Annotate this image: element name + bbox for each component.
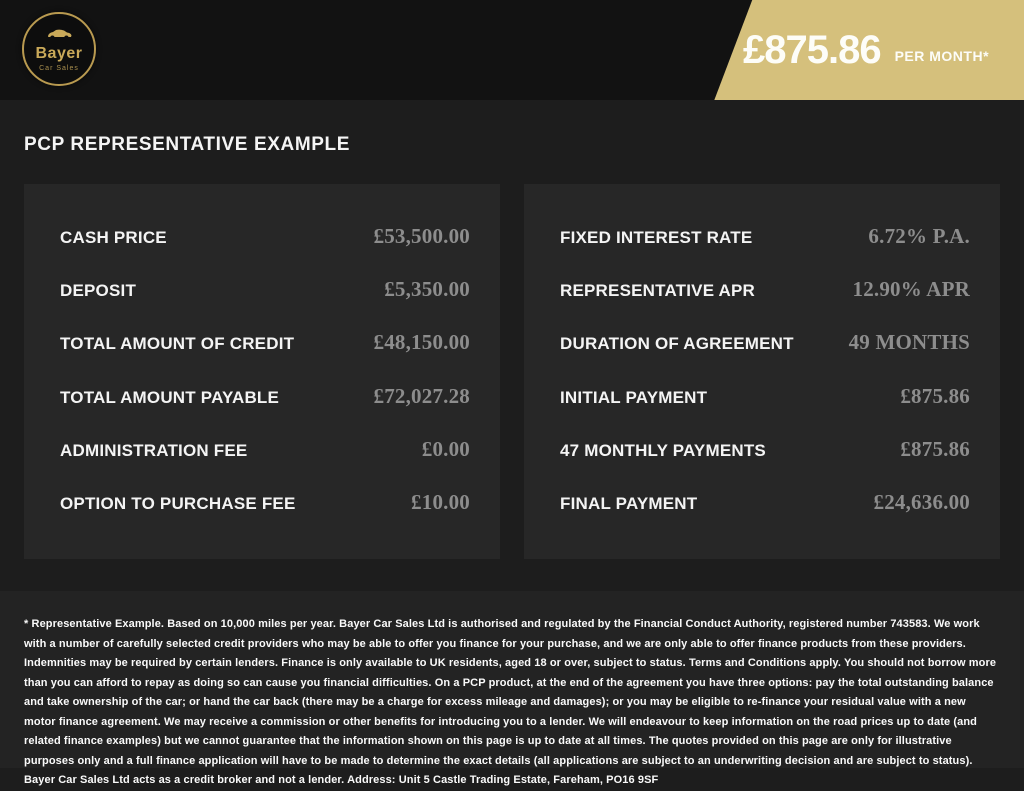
finance-panels: CASH PRICE £53,500.00 DEPOSIT £5,350.00 … bbox=[24, 184, 1000, 559]
main-content: PCP REPRESENTATIVE EXAMPLE CASH PRICE £5… bbox=[0, 134, 1024, 559]
table-row: OPTION TO PURCHASE FEE £10.00 bbox=[60, 490, 470, 515]
row-value: £48,150.00 bbox=[373, 330, 470, 355]
table-row: INITIAL PAYMENT £875.86 bbox=[560, 384, 970, 409]
monthly-price-period: PER MONTH* bbox=[894, 48, 990, 64]
row-label: REPRESENTATIVE APR bbox=[560, 281, 756, 301]
table-row: TOTAL AMOUNT PAYABLE £72,027.28 bbox=[60, 384, 470, 409]
table-row: CASH PRICE £53,500.00 bbox=[60, 224, 470, 249]
row-value: £875.86 bbox=[900, 436, 970, 461]
row-label: TOTAL AMOUNT PAYABLE bbox=[60, 387, 280, 407]
table-row: ADMINISTRATION FEE £0.00 bbox=[60, 437, 470, 462]
row-label: FINAL PAYMENT bbox=[560, 493, 698, 513]
row-label: DURATION OF AGREEMENT bbox=[560, 334, 794, 354]
row-label: FIXED INTEREST RATE bbox=[560, 228, 753, 248]
finance-panel-left: CASH PRICE £53,500.00 DEPOSIT £5,350.00 … bbox=[24, 184, 500, 559]
logo-brand-text: Bayer bbox=[35, 44, 83, 62]
table-row: DEPOSIT £5,350.00 bbox=[60, 277, 470, 302]
table-row: 47 MONTHLY PAYMENTS £875.86 bbox=[560, 437, 970, 462]
car-icon bbox=[44, 27, 74, 45]
page-title: PCP REPRESENTATIVE EXAMPLE bbox=[24, 134, 350, 155]
dealer-logo[interactable]: Bayer Car Sales bbox=[22, 12, 96, 86]
monthly-price-banner: £875.86 PER MONTH* bbox=[714, 0, 1024, 100]
table-row: FINAL PAYMENT £24,636.00 bbox=[560, 490, 970, 515]
row-value: £0.00 bbox=[421, 436, 470, 461]
row-value: £72,027.28 bbox=[373, 383, 470, 408]
finance-panel-right: FIXED INTEREST RATE 6.72% P.A. REPRESENT… bbox=[524, 184, 1000, 559]
logo-tagline-text: Car Sales bbox=[39, 64, 79, 72]
header-bar: Bayer Car Sales £875.86 PER MONTH* bbox=[0, 0, 1024, 100]
footer-disclaimer-section: * Representative Example. Based on 10,00… bbox=[0, 591, 1024, 786]
row-label: CASH PRICE bbox=[60, 228, 167, 248]
row-label: OPTION TO PURCHASE FEE bbox=[60, 493, 296, 513]
row-value: £10.00 bbox=[411, 489, 470, 514]
row-label: INITIAL PAYMENT bbox=[560, 387, 708, 407]
table-row: TOTAL AMOUNT OF CREDIT £48,150.00 bbox=[60, 330, 470, 355]
row-value: 12.90% APR bbox=[852, 277, 970, 302]
row-value: 6.72% P.A. bbox=[868, 224, 970, 249]
disclaimer-text: * Representative Example. Based on 10,00… bbox=[24, 618, 997, 786]
row-label: 47 MONTHLY PAYMENTS bbox=[560, 440, 766, 460]
row-value: £53,500.00 bbox=[373, 224, 470, 249]
table-row: FIXED INTEREST RATE 6.72% P.A. bbox=[560, 224, 970, 249]
row-label: DEPOSIT bbox=[60, 281, 137, 301]
row-label: ADMINISTRATION FEE bbox=[60, 440, 248, 460]
row-value: £5,350.00 bbox=[384, 277, 470, 302]
row-value: £24,636.00 bbox=[873, 489, 970, 514]
monthly-price-amount: £875.86 bbox=[742, 27, 882, 72]
table-row: REPRESENTATIVE APR 12.90% APR bbox=[560, 277, 970, 302]
row-value: £875.86 bbox=[900, 383, 970, 408]
row-value: 49 MONTHS bbox=[848, 330, 970, 355]
table-row: DURATION OF AGREEMENT 49 MONTHS bbox=[560, 330, 970, 355]
row-label: TOTAL AMOUNT OF CREDIT bbox=[60, 334, 295, 354]
